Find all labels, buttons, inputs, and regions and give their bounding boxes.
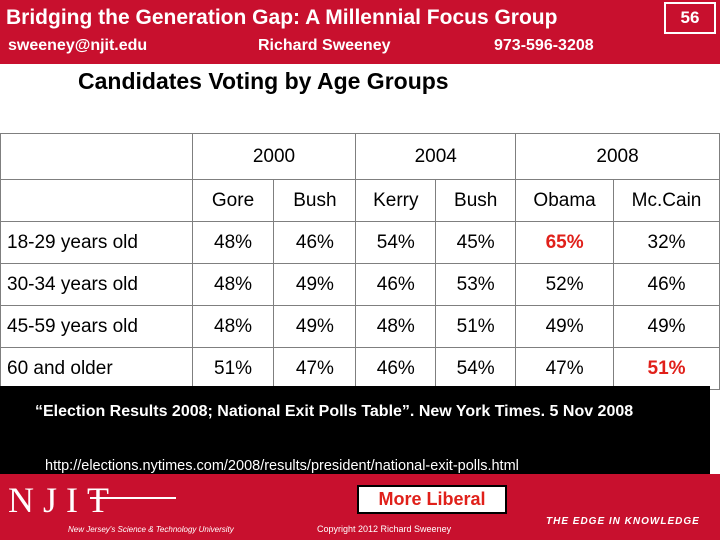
header-band: Bridging the Generation Gap: A Millennia… [0,0,720,64]
copyright-text: Copyright 2012 Richard Sweeney [317,524,452,534]
candidate-header: Gore [191,179,275,222]
voting-table: 2000 2004 2008 Gore Bush Kerry Bush Obam… [0,133,720,390]
tagline-text: THE EDGE IN KNOWLEDGE [546,516,700,527]
highlighted-cell: 51% [613,347,720,390]
more-liberal-label: More Liberal [357,485,507,514]
age-group-label: 45-59 years old [0,305,193,348]
table-cell: 54% [355,221,437,264]
table-cell: 52% [515,263,615,306]
author-phone: 973-596-3208 [494,37,594,54]
candidate-header: Obama [515,179,615,222]
table-corner-cell [0,133,193,180]
year-header-2008: 2008 [515,133,720,180]
table-cell: 51% [435,305,517,348]
table-cell: 45% [435,221,517,264]
citation-box: “Election Results 2008; National Exit Po… [0,386,710,474]
year-header-2000: 2000 [191,133,357,180]
table-cell: 46% [613,263,720,306]
citation-url-link[interactable]: http://elections.nytimes.com/2008/result… [45,458,519,474]
slide-subtitle: Candidates Voting by Age Groups [78,68,449,94]
table-corner-cell [0,179,193,222]
table-row: 60 and older 51% 47% 46% 54% 47% 51% [0,347,720,390]
slide-number-badge: 56 [664,2,716,34]
table-cell: 47% [273,347,357,390]
table-cell: 49% [273,263,357,306]
njit-logo-subtext: New Jersey's Science & Technology Univer… [68,525,235,534]
table-row: 18-29 years old 48% 46% 54% 45% 65% 32% [0,221,720,264]
table-row: 30-34 years old 48% 49% 46% 53% 52% 46% [0,263,720,306]
njit-logo-wordmark: NJIT [8,480,118,520]
year-header-row: 2000 2004 2008 [0,133,720,180]
table-cell: 46% [355,347,437,390]
table-cell: 48% [191,221,275,264]
age-group-label: 30-34 years old [0,263,193,306]
age-group-label: 60 and older [0,347,193,390]
candidate-header-row: Gore Bush Kerry Bush Obama Mc.Cain [0,179,720,222]
table-cell: 32% [613,221,720,264]
highlighted-cell: 65% [515,221,615,264]
candidate-header: Bush [435,179,517,222]
table-cell: 47% [515,347,615,390]
year-header-2004: 2004 [355,133,517,180]
table-cell: 46% [355,263,437,306]
table-cell: 48% [191,263,275,306]
table-row: 45-59 years old 48% 49% 48% 51% 49% 49% [0,305,720,348]
candidate-header: Mc.Cain [613,179,720,222]
table-cell: 46% [273,221,357,264]
table-cell: 53% [435,263,517,306]
author-name: Richard Sweeney [258,37,391,54]
age-group-label: 18-29 years old [0,221,193,264]
citation-text: “Election Results 2008; National Exit Po… [35,403,634,420]
table-cell: 48% [191,305,275,348]
table-cell: 49% [273,305,357,348]
table-cell: 51% [191,347,275,390]
table-cell: 54% [435,347,517,390]
table-cell: 49% [613,305,720,348]
njit-logo: NJIT New Jersey's Science & Technology U… [8,480,235,534]
table-cell: 49% [515,305,615,348]
candidate-header: Kerry [355,179,437,222]
author-email: sweeney@njit.edu [8,37,148,54]
table-cell: 48% [355,305,437,348]
presentation-title: Bridging the Generation Gap: A Millennia… [6,6,558,29]
candidate-header: Bush [273,179,357,222]
